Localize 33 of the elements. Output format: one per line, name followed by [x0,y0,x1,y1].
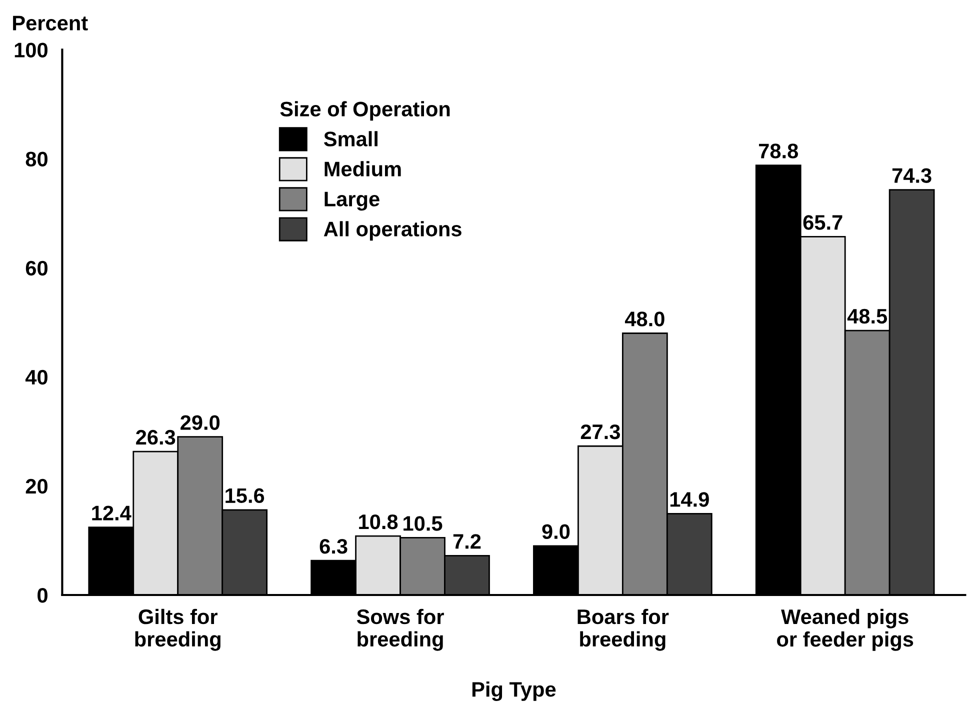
data-label: 48.0 [624,312,664,326]
legend-label: Large [324,192,380,211]
y-tick-label: 100 [14,42,48,58]
data-label: 26.3 [136,430,176,445]
data-label: 29.0 [180,415,220,430]
data-label: 14.9 [670,492,709,507]
data-label: 10.8 [359,514,398,530]
data-label: 9.0 [542,524,570,540]
data-label: 78.8 [758,144,798,158]
y-tick-label: 40 [25,370,48,385]
legend-title: Size of Operation [280,101,450,121]
data-label: 6.3 [320,538,348,554]
data-label: 15.6 [226,488,264,504]
data-label: 74.3 [892,168,932,183]
legend-label: Small [324,131,378,146]
data-label: 48.5 [847,308,888,324]
x-tick-label: Weaned pigs or feeder pigs [777,608,914,651]
y-tick-label: 80 [26,152,48,167]
y-tick-label: 0 [38,588,48,603]
data-label: 12.4 [92,506,132,520]
x-tick-label: Sows for breeding [356,608,444,651]
y-tick-label: 60 [26,260,48,276]
data-label: 10.5 [404,516,442,531]
x-axis-title: Pig Type [472,681,556,701]
legend-label: All operations [324,221,462,241]
data-label: 65.7 [803,215,842,230]
data-label: 7.2 [453,534,481,549]
y-tick-label: 20 [26,478,48,494]
legend-label: Medium [324,161,401,176]
data-label: 27.3 [580,424,620,440]
x-tick-label: Gilts for breeding [135,608,220,651]
y-axis-title: Percent [13,16,88,30]
x-tick-label: Boars for breeding [578,608,669,651]
